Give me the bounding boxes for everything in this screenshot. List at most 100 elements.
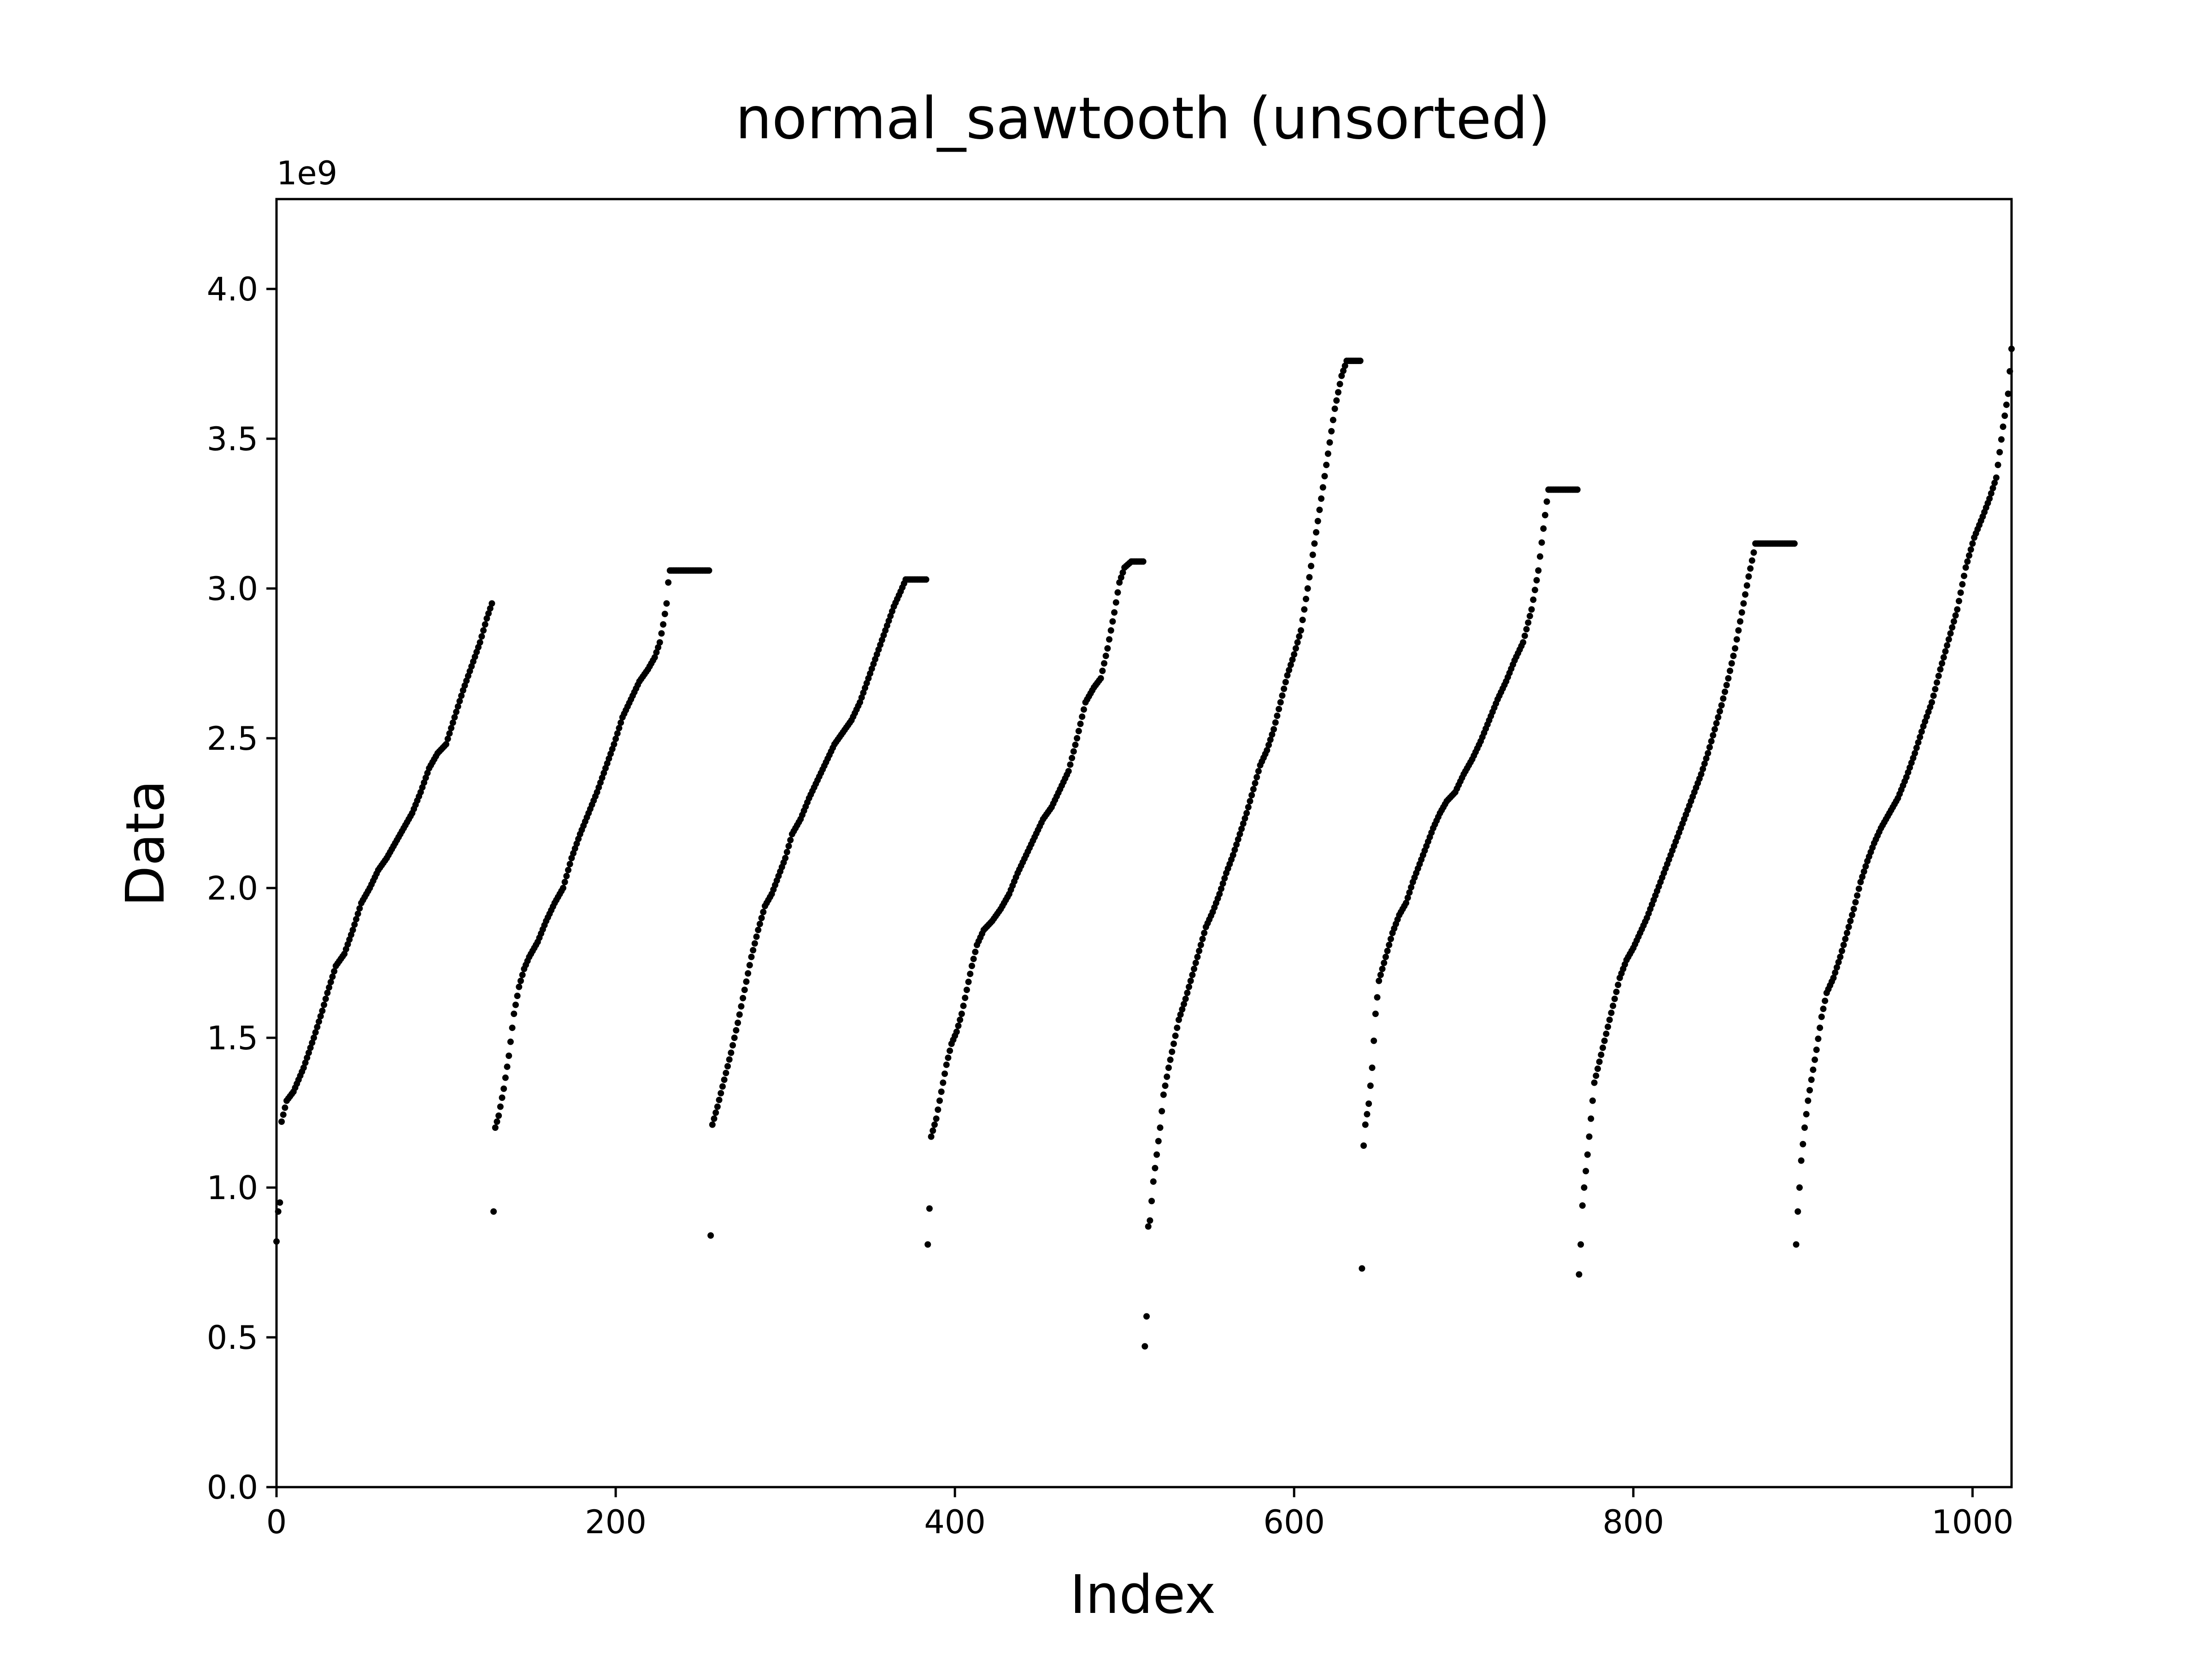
data-point (1912, 750, 1918, 757)
data-point (1196, 947, 1203, 954)
data-point (1143, 1313, 1150, 1320)
data-point (514, 993, 521, 999)
data-point (1594, 1065, 1601, 1072)
data-point (307, 1044, 314, 1051)
data-point (655, 644, 662, 651)
data-point (933, 1115, 940, 1122)
data-point (760, 909, 767, 915)
data-point (1381, 959, 1388, 966)
data-point (1169, 1048, 1176, 1055)
data-point (718, 1090, 724, 1097)
data-point (935, 1106, 941, 1113)
data-point (712, 1109, 719, 1116)
data-point (1820, 1006, 1827, 1012)
data-point (953, 1029, 960, 1035)
data-point (1730, 653, 1737, 659)
data-point (1250, 786, 1257, 793)
data-point (1728, 660, 1735, 667)
data-point (1175, 1017, 1182, 1023)
data-point (1939, 660, 1946, 667)
data-point (1986, 495, 1993, 502)
data-point (1194, 953, 1201, 960)
data-point (1598, 1051, 1605, 1058)
data-point (1279, 692, 1286, 699)
data-point (706, 567, 712, 574)
data-point (1152, 1165, 1159, 1171)
data-point (1817, 1024, 1824, 1031)
y-tick-label: 3.0 (207, 570, 258, 608)
data-point (1296, 633, 1303, 640)
data-point (1794, 1208, 1801, 1215)
data-point (2005, 390, 2012, 397)
data-point (1832, 969, 1839, 976)
data-point (1584, 1151, 1591, 1158)
data-point (280, 1111, 287, 1118)
data-point (1533, 577, 1540, 584)
data-point (1588, 1115, 1594, 1122)
data-point (504, 1063, 511, 1070)
data-point (1606, 1017, 1613, 1023)
data-point (783, 849, 790, 855)
data-point (1840, 941, 1847, 948)
data-point (478, 633, 485, 640)
x-tick-label: 400 (924, 1503, 986, 1541)
data-point (492, 1124, 499, 1131)
data-point (1538, 539, 1545, 546)
data-point (1340, 367, 1347, 374)
data-point (1170, 1041, 1177, 1047)
data-point (1301, 606, 1308, 613)
data-point (1386, 941, 1393, 948)
data-point (329, 973, 336, 980)
data-point (1583, 1168, 1589, 1175)
data-point (1800, 1141, 1806, 1147)
data-point (1072, 741, 1079, 748)
data-point (453, 708, 460, 715)
data-point (1145, 1223, 1152, 1230)
data-point (1586, 1133, 1593, 1140)
data-point (559, 885, 566, 891)
data-point (324, 989, 331, 996)
data-point (731, 1035, 738, 1041)
data-point (1277, 699, 1284, 706)
data-point (1793, 1241, 1800, 1248)
data-point (1611, 995, 1618, 1002)
data-point (353, 916, 359, 923)
data-point (309, 1039, 316, 1046)
data-point (1577, 1241, 1584, 1248)
data-point (1287, 661, 1294, 668)
data-point (1854, 892, 1861, 899)
data-point (1221, 875, 1228, 882)
data-point (1141, 1343, 1148, 1350)
data-point (1335, 389, 1341, 396)
data-point (1862, 863, 1869, 870)
data-point (958, 1011, 965, 1017)
data-point (1812, 1056, 1818, 1063)
data-point (741, 987, 748, 993)
data-point (1338, 372, 1345, 379)
data-point (1745, 573, 1752, 580)
data-point (1387, 935, 1394, 942)
data-point (1574, 486, 1581, 493)
data-point (1379, 965, 1386, 972)
data-point (658, 630, 665, 637)
data-point (1710, 732, 1717, 739)
data-point (1929, 699, 1936, 706)
data-point (1075, 728, 1082, 735)
data-point (960, 1002, 967, 1009)
data-point (1613, 988, 1620, 995)
data-point (711, 1115, 718, 1122)
data-point (1313, 529, 1320, 536)
data-point (1174, 1024, 1181, 1031)
data-point (354, 910, 361, 917)
data-point (1932, 686, 1939, 693)
data-point (1302, 595, 1309, 602)
data-point (1698, 771, 1705, 777)
data-point (451, 714, 458, 721)
y-tick-label: 4.0 (207, 271, 258, 308)
data-point (782, 855, 789, 861)
data-point (1536, 553, 1543, 560)
data-point (1247, 798, 1253, 805)
data-point (1994, 461, 2001, 468)
